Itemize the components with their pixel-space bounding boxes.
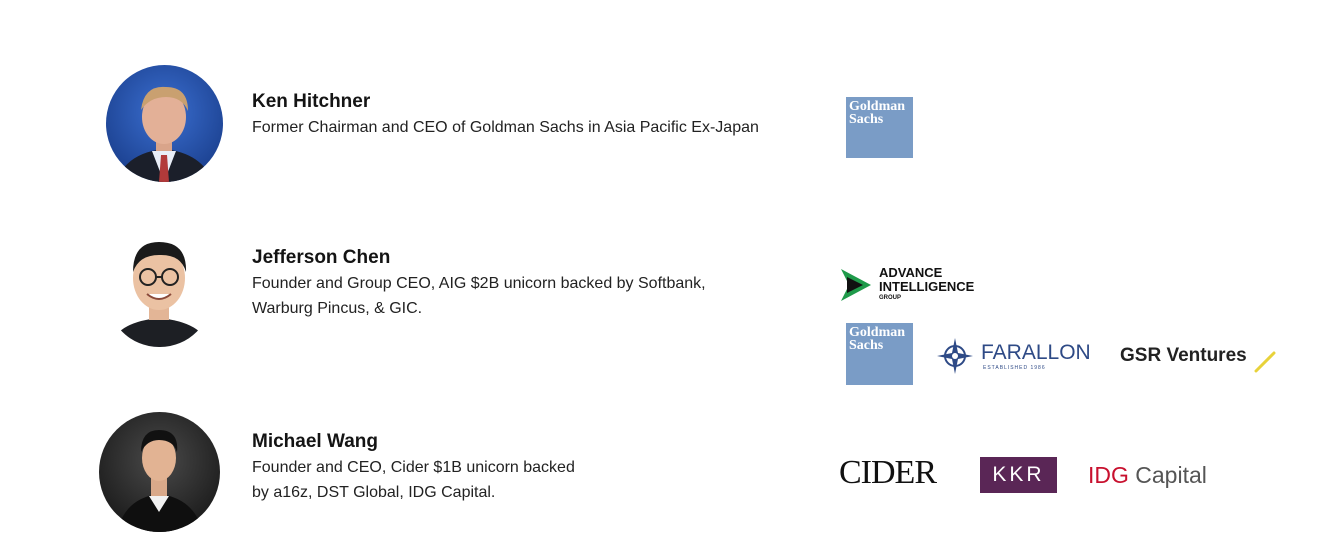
avatar-jefferson-chen — [107, 230, 212, 347]
logo-text: INTELLIGENCE — [879, 279, 975, 294]
description-line: Founder and CEO, Cider $1B unicorn backe… — [252, 459, 575, 476]
logo-text: Goldman — [849, 99, 906, 114]
logo-text: ADVANCE — [879, 265, 943, 280]
description-line: Former Chairman and CEO of Goldman Sachs… — [252, 119, 759, 136]
logo-text: Goldman — [849, 325, 906, 340]
logo-subtext: ESTABLISHED 1986 — [983, 365, 1046, 371]
goldman-sachs-logo: Goldman Sachs — [846, 323, 913, 385]
farallon-logo: FARALLON ESTABLISHED 1986 — [937, 338, 1107, 374]
logo-text: GROUP — [879, 295, 902, 301]
person-name: Jefferson Chen — [252, 247, 391, 268]
description-line: Founder and Group CEO, AIG $2B unicorn b… — [252, 275, 706, 292]
idg-capital-logo: IDG Capital — [1088, 461, 1207, 489]
person-name: Ken Hitchner — [252, 91, 371, 112]
logo-text: FARALLON — [981, 341, 1091, 364]
compass-icon — [937, 338, 973, 374]
advance-intelligence-group-logo: ADVANCE INTELLIGENCE GROUP — [841, 264, 991, 306]
logo-text: GSR Ventures — [1120, 345, 1247, 366]
description-line: Warburg Pincus, & GIC. — [252, 300, 423, 317]
cider-logo: CIDER — [839, 454, 937, 491]
logo-text: Sachs — [849, 338, 884, 353]
aig-mark-icon — [841, 269, 871, 301]
person-description: Former Chairman and CEO of Goldman Sachs… — [252, 115, 759, 140]
description-line: by a16z, DST Global, IDG Capital. — [252, 484, 496, 501]
avatar-michael-wang — [99, 412, 220, 532]
logo-text: IDG — [1088, 462, 1129, 488]
avatar-ken-hitchner — [106, 65, 223, 182]
person-name: Michael Wang — [252, 431, 378, 452]
goldman-sachs-logo: Goldman Sachs — [846, 97, 913, 158]
person-description: Founder and CEO, Cider $1B unicorn backe… — [252, 455, 575, 505]
gsr-ventures-logo: GSR Ventures — [1120, 343, 1280, 373]
logo-text: Sachs — [849, 112, 884, 127]
slash-accent-icon — [1254, 351, 1276, 373]
logo-text: Capital — [1128, 462, 1207, 488]
person-description: Founder and Group CEO, AIG $2B unicorn b… — [252, 271, 706, 321]
kkr-logo: KKR — [980, 457, 1057, 493]
